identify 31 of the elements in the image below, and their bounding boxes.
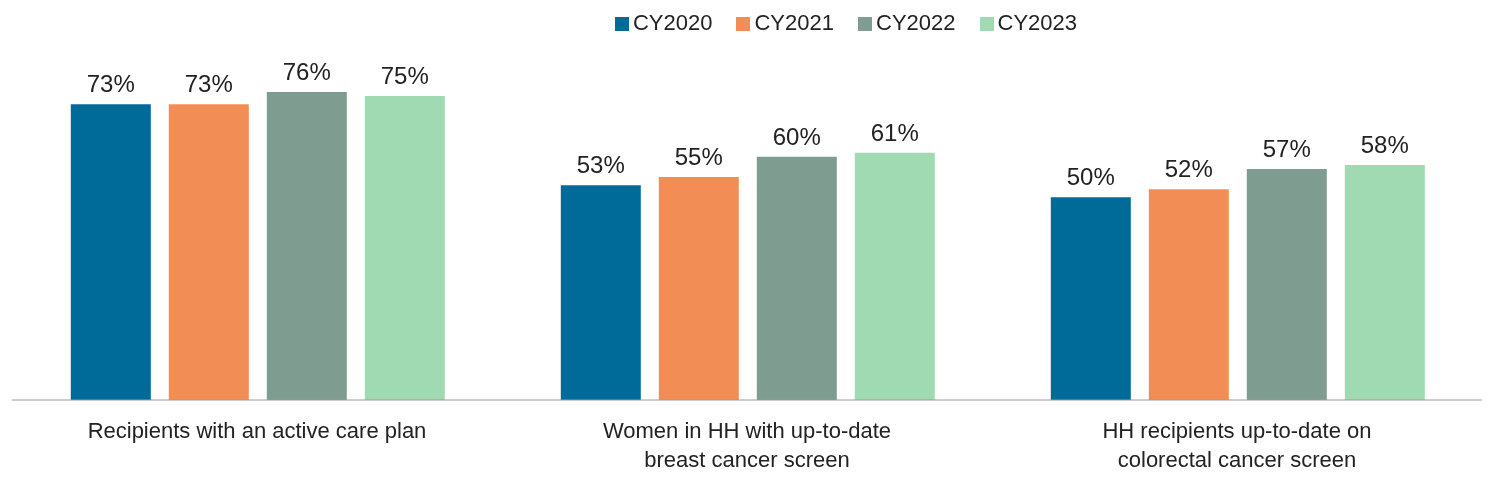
legend-label: CY2021 xyxy=(754,10,834,35)
data-label: 57% xyxy=(1262,135,1311,162)
data-label: 50% xyxy=(1066,163,1115,191)
data-label: 60% xyxy=(772,122,821,150)
data-label: 73% xyxy=(86,70,135,98)
bar xyxy=(70,104,151,400)
data-label: 53% xyxy=(576,151,625,179)
x-tick-label: HH recipients up-to-date on colorectal cancer screen xyxy=(1102,418,1372,472)
bar xyxy=(658,177,739,400)
x-tick-label: Recipients with an active care plan xyxy=(87,418,427,443)
bar xyxy=(1148,189,1229,400)
data-label: 61% xyxy=(870,118,919,146)
bar xyxy=(1050,197,1131,400)
legend-label: CY2023 xyxy=(997,10,1078,35)
data-label: 55% xyxy=(674,143,723,171)
data-label: 75% xyxy=(380,62,429,90)
bar xyxy=(168,104,249,400)
bar xyxy=(266,92,347,400)
bar xyxy=(1246,169,1327,400)
legend-label: CY2022 xyxy=(876,10,956,35)
data-label: 76% xyxy=(282,58,331,85)
bar xyxy=(1344,164,1425,400)
legend-label: CY2020 xyxy=(632,10,713,35)
bar xyxy=(364,96,445,400)
bar xyxy=(756,156,837,400)
bar xyxy=(560,185,641,400)
x-tick-label: Women in HH with up-to-date breast cancer screen xyxy=(602,418,892,472)
bar xyxy=(854,152,935,400)
data-label: 52% xyxy=(1164,155,1213,183)
data-label: 58% xyxy=(1360,130,1409,158)
data-label: 73% xyxy=(184,70,233,98)
